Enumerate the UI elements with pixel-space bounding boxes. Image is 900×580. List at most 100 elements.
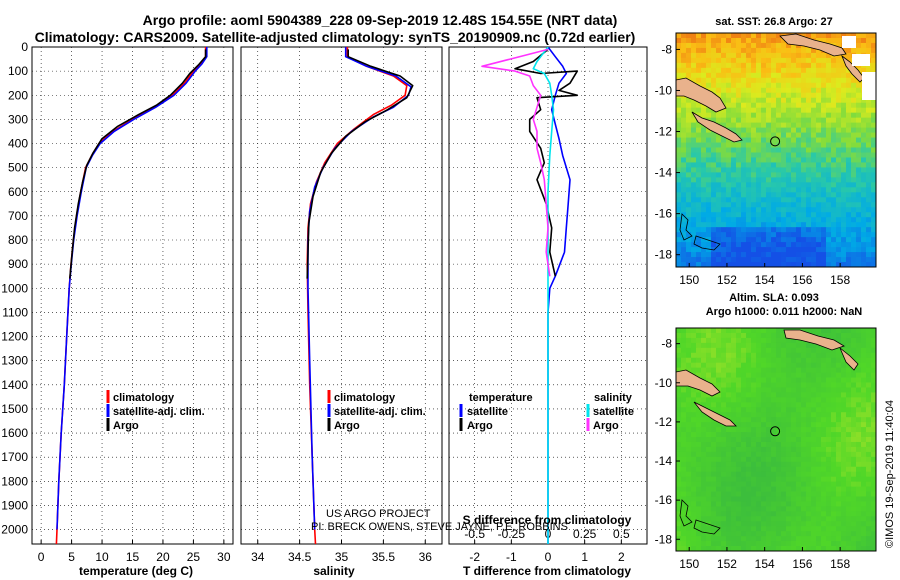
heatmap-cell	[766, 432, 772, 438]
heatmap-cell	[731, 546, 737, 551]
heatmap-cell	[856, 177, 862, 183]
heatmap-cell	[761, 162, 767, 168]
heatmap-cell	[821, 67, 827, 74]
heatmap-cell	[761, 87, 767, 94]
heatmap-cell	[856, 422, 862, 428]
heatmap-cell	[716, 77, 722, 84]
heatmap-cell	[706, 506, 712, 512]
heatmap-cell	[776, 137, 782, 143]
heatmap-cell	[736, 47, 742, 54]
heatmap-cell	[811, 157, 817, 163]
heatmap-cell	[701, 37, 707, 44]
heatmap-cell	[796, 357, 802, 364]
heatmap-cell	[811, 357, 817, 364]
heatmap-cell	[721, 62, 727, 69]
heatmap-cell	[741, 47, 747, 54]
heatmap-cell	[701, 147, 707, 153]
heatmap-cell	[686, 202, 692, 208]
heatmap-cell	[766, 162, 772, 168]
heatmap-cell	[806, 446, 812, 453]
heatmap-cell	[711, 217, 717, 223]
heatmap-cell	[786, 422, 792, 428]
heatmap-cell	[791, 97, 797, 104]
heatmap-cell	[826, 412, 832, 418]
heatmap-cell	[851, 197, 857, 203]
heatmap-cell	[686, 362, 692, 369]
heatmap-cell	[711, 546, 717, 551]
heatmap-cell	[756, 456, 762, 463]
heatmap-cell	[856, 87, 862, 94]
heatmap-cell	[721, 137, 727, 143]
heatmap-cell	[826, 446, 832, 453]
heatmap-cell	[861, 471, 867, 478]
heatmap-cell	[691, 52, 697, 59]
heatmap-cell	[741, 252, 747, 258]
heatmap-cell	[696, 332, 702, 339]
heatmap-cell	[691, 177, 697, 183]
heatmap-cell	[701, 127, 707, 133]
heatmap-cell	[821, 87, 827, 94]
heatmap-cell	[706, 328, 712, 334]
heatmap-cell	[836, 541, 842, 547]
heatmap-cell	[766, 422, 772, 428]
heatmap-cell	[771, 47, 777, 54]
map-lat-label: -16	[655, 493, 673, 507]
heatmap-cell	[741, 142, 747, 148]
heatmap-cell	[866, 157, 872, 163]
heatmap-cell	[721, 167, 727, 173]
heatmap-cell	[826, 152, 832, 158]
heatmap-cell	[706, 192, 712, 198]
heatmap-cell	[691, 57, 697, 64]
heatmap-cell	[776, 387, 782, 393]
heatmap-cell	[706, 417, 712, 423]
heatmap-cell	[706, 397, 712, 403]
heatmap-cell	[841, 127, 847, 133]
heatmap-cell	[796, 347, 802, 354]
heatmap-cell	[871, 328, 876, 334]
heatmap-cell	[736, 367, 742, 373]
heatmap-cell	[821, 541, 827, 547]
heatmap-cell	[721, 342, 727, 349]
heatmap-cell	[811, 132, 817, 138]
heatmap-cell	[706, 456, 712, 463]
heatmap-cell	[811, 247, 817, 253]
heatmap-cell	[691, 97, 697, 104]
heatmap-cell	[711, 222, 717, 228]
heatmap-cell	[741, 382, 747, 388]
heatmap-cell	[836, 57, 842, 64]
heatmap-cell	[751, 197, 757, 203]
heatmap-cell	[811, 471, 817, 478]
heatmap-cell	[736, 382, 742, 388]
heatmap-cell	[741, 352, 747, 359]
heatmap-cell	[871, 362, 876, 369]
heatmap-cell	[751, 237, 757, 243]
heatmap-cell	[806, 147, 812, 153]
heatmap-cell	[826, 491, 832, 497]
heatmap-cell	[781, 427, 787, 433]
heatmap-cell	[716, 506, 722, 512]
sst-map-field	[676, 33, 876, 267]
heatmap-cell	[716, 237, 722, 243]
heatmap-cell	[721, 247, 727, 253]
heatmap-cell	[811, 142, 817, 148]
heatmap-cell	[706, 187, 712, 193]
heatmap-cell	[701, 531, 707, 537]
heatmap-cell	[731, 187, 737, 193]
heatmap-cell	[841, 202, 847, 208]
heatmap-cell	[701, 102, 707, 109]
heatmap-cell	[736, 232, 742, 238]
heatmap-cell	[746, 332, 752, 339]
heatmap-cell	[831, 486, 837, 492]
heatmap-cell	[856, 347, 862, 354]
heatmap-cell	[781, 511, 787, 517]
heatmap-cell	[821, 187, 827, 193]
heatmap-cell	[826, 102, 832, 109]
heatmap-cell	[866, 142, 872, 148]
heatmap-cell	[801, 541, 807, 547]
heatmap-cell	[801, 167, 807, 173]
heatmap-cell	[816, 222, 822, 228]
heatmap-cell	[736, 481, 742, 487]
heatmap-cell	[681, 501, 687, 507]
heatmap-cell	[861, 232, 867, 238]
heatmap-cell	[851, 397, 857, 403]
